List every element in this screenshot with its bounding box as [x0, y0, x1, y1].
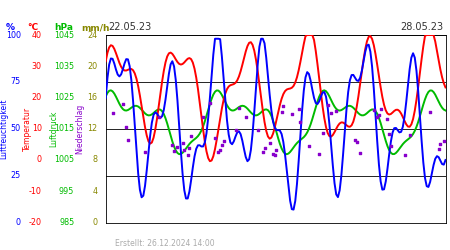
Text: 24: 24	[87, 30, 98, 40]
Text: Luftfeuchtigkeit: Luftfeuchtigkeit	[0, 98, 8, 159]
Point	[179, 142, 186, 146]
Point	[242, 115, 249, 119]
Point	[288, 112, 296, 116]
Point	[297, 120, 304, 124]
Text: Erstellt: 26.12.2024 14:00: Erstellt: 26.12.2024 14:00	[115, 238, 214, 248]
Point	[319, 131, 326, 135]
Text: 75: 75	[10, 78, 21, 86]
Text: 4: 4	[93, 187, 98, 196]
Text: 100: 100	[6, 30, 21, 40]
Point	[374, 115, 381, 119]
Point	[351, 138, 359, 142]
Point	[440, 139, 447, 143]
Point	[356, 151, 364, 155]
Text: 1045: 1045	[54, 30, 74, 40]
Point	[437, 142, 444, 146]
Point	[261, 146, 268, 150]
Text: 10: 10	[32, 124, 42, 133]
Point	[184, 153, 191, 157]
Point	[270, 152, 277, 156]
Text: 25: 25	[10, 171, 21, 180]
Text: 20: 20	[87, 62, 98, 71]
Point	[109, 111, 116, 115]
Point	[273, 148, 280, 152]
Point	[401, 153, 408, 157]
Point	[215, 150, 222, 154]
Point	[232, 128, 239, 132]
Point	[384, 118, 391, 122]
Text: Niederschlag: Niederschlag	[75, 104, 84, 154]
Point	[386, 132, 393, 136]
Text: Luftdruck: Luftdruck	[50, 110, 58, 147]
Text: mm/h: mm/h	[81, 24, 109, 32]
Point	[427, 110, 434, 114]
Point	[278, 110, 285, 114]
Point	[188, 134, 195, 138]
Point	[218, 143, 225, 147]
Point	[435, 148, 442, 152]
Point	[254, 128, 261, 132]
Point	[206, 101, 213, 105]
Point	[370, 108, 378, 112]
Point	[123, 125, 130, 129]
Text: 0: 0	[16, 218, 21, 227]
Point	[199, 115, 207, 119]
Point	[119, 102, 126, 106]
Point	[305, 144, 312, 148]
Point	[353, 140, 360, 144]
Text: 1035: 1035	[54, 62, 74, 71]
Text: %: %	[6, 24, 15, 32]
Text: 50: 50	[11, 124, 21, 133]
Text: 22.05.23: 22.05.23	[108, 22, 151, 32]
Point	[181, 148, 188, 152]
Point	[212, 136, 219, 140]
Point	[387, 144, 395, 148]
Point	[186, 146, 193, 150]
Point	[324, 104, 331, 108]
Point	[266, 141, 273, 145]
Point	[124, 138, 131, 142]
Point	[315, 152, 323, 156]
Point	[171, 150, 178, 154]
Text: -20: -20	[29, 218, 42, 227]
Point	[333, 110, 340, 114]
Text: °C: °C	[27, 24, 38, 32]
Point	[328, 111, 335, 115]
Point	[280, 104, 287, 108]
Text: 1015: 1015	[54, 124, 74, 133]
Text: hPa: hPa	[54, 24, 73, 32]
Text: 40: 40	[32, 30, 42, 40]
Text: 12: 12	[87, 124, 98, 133]
Point	[375, 113, 382, 117]
Point	[377, 107, 384, 111]
Text: 0: 0	[37, 156, 42, 164]
Point	[169, 143, 176, 147]
Text: 995: 995	[59, 187, 74, 196]
Text: 20: 20	[32, 93, 42, 102]
Text: 985: 985	[59, 218, 74, 227]
Point	[295, 108, 302, 112]
Text: 0: 0	[93, 218, 98, 227]
Point	[406, 133, 413, 137]
Text: Temperatur: Temperatur	[22, 107, 32, 151]
Text: -10: -10	[29, 187, 42, 196]
Text: 1025: 1025	[54, 93, 74, 102]
Point	[155, 115, 162, 119]
Text: 8: 8	[93, 156, 98, 164]
Point	[216, 148, 224, 152]
Point	[259, 150, 266, 154]
Point	[174, 145, 181, 149]
Point	[271, 154, 279, 158]
Point	[235, 106, 243, 110]
Text: 16: 16	[88, 93, 98, 102]
Text: 1005: 1005	[54, 156, 74, 164]
Text: 28.05.23: 28.05.23	[400, 22, 443, 32]
Text: 30: 30	[32, 62, 42, 71]
Point	[141, 150, 149, 154]
Point	[220, 139, 227, 143]
